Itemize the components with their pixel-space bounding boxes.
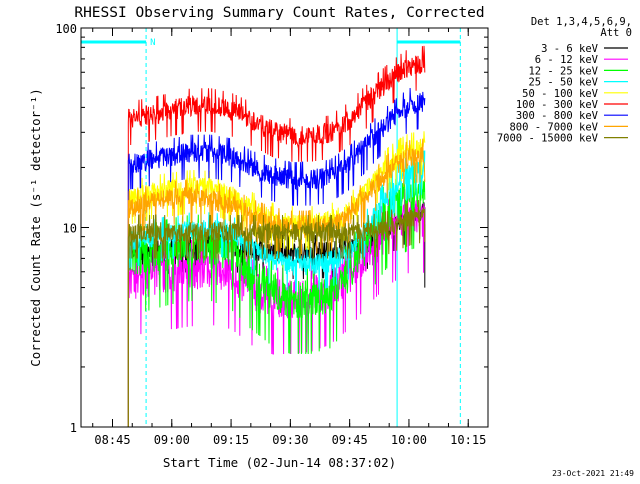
legend-entry-label: 12 - 25 keV (528, 65, 598, 77)
legend-entry-label: 800 - 7000 keV (509, 121, 598, 133)
series-line (127, 138, 426, 427)
chart-title: RHESSI Observing Summary Count Rates, Co… (74, 5, 484, 21)
legend-entry-label: 25 - 50 keV (528, 77, 598, 89)
night-marker-label: N (150, 38, 155, 48)
series-line (127, 199, 426, 427)
legend-entry-label: 100 - 300 keV (516, 99, 599, 111)
plot-area (81, 28, 461, 427)
x-tick-label: 09:00 (154, 433, 190, 447)
series-line (127, 161, 426, 427)
x-tick-label: 10:00 (391, 433, 427, 447)
legend-entry-label: 50 - 100 keV (522, 88, 599, 100)
legend-entry-label: 300 - 800 keV (516, 110, 599, 122)
y-axis-label: Corrected Count Rate (s⁻¹ detector⁻¹) (28, 88, 43, 366)
legend-header: Att 0 (600, 27, 632, 39)
x-axis-label: Start Time (02-Jun-14 08:37:02) (163, 455, 396, 470)
series-line (127, 87, 426, 427)
legend-entry-label: 7000 - 15000 keV (497, 133, 599, 145)
legend-entry-label: 3 - 6 keV (541, 43, 599, 55)
y-tick-label: 1 (70, 421, 77, 435)
generation-timestamp: 23-Oct-2021 21:49 (552, 469, 634, 478)
legend-entry-label: 6 - 12 keV (535, 54, 599, 66)
x-tick-label: 09:30 (272, 433, 308, 447)
x-tick-label: 10:15 (450, 433, 486, 447)
series-line (127, 45, 426, 427)
y-tick-label: 10 (63, 222, 77, 236)
x-tick-label: 09:15 (213, 433, 249, 447)
y-tick-label: 100 (55, 22, 77, 36)
x-tick-label: 09:45 (332, 433, 368, 447)
legend-header: Det 1,3,4,5,6,9, (531, 16, 632, 28)
x-tick-label: 08:45 (94, 433, 130, 447)
